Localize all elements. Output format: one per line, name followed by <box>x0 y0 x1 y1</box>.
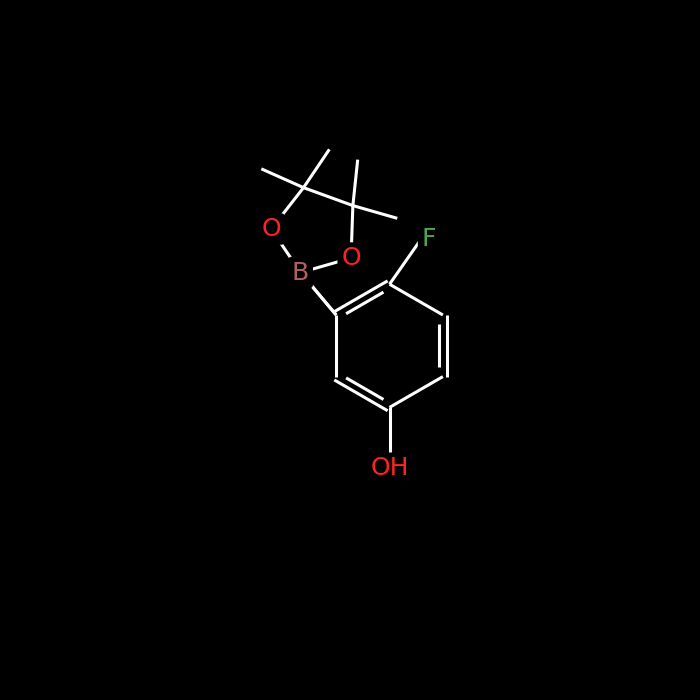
Text: O: O <box>261 217 281 241</box>
Text: OH: OH <box>370 456 409 480</box>
Text: O: O <box>341 246 360 270</box>
Text: F: F <box>421 227 436 251</box>
Text: B: B <box>292 260 309 284</box>
